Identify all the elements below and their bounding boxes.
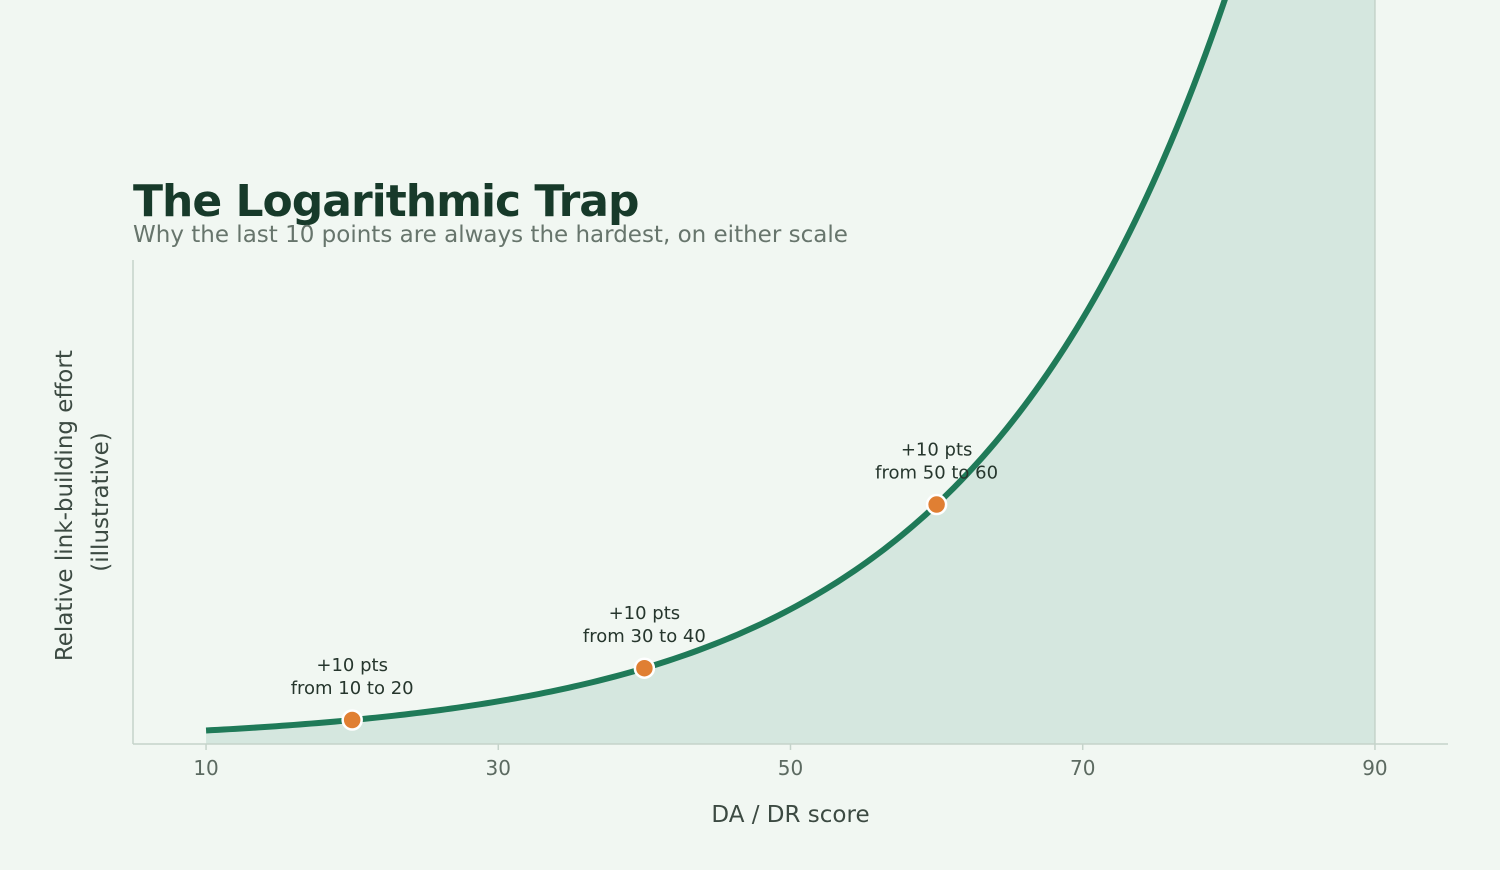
- chart-title: The Logarithmic Trap: [133, 176, 639, 227]
- curve-area-fill: [206, 0, 1375, 744]
- effort-curve-line: [205, 0, 1228, 734]
- highlight-point: [341, 709, 363, 731]
- y-axis-title: Relative link-building effort (illustrat…: [52, 343, 114, 661]
- chart-subtitle: Why the last 10 points are always the ha…: [133, 222, 848, 248]
- x-tick-label: 50: [778, 756, 803, 780]
- highlight-point: [633, 657, 656, 679]
- x-axis-title: DA / DR score: [711, 802, 869, 828]
- highlight-label-line-2: from 50 to 60: [875, 463, 998, 484]
- highlight-label-line-2: from 30 to 40: [583, 626, 706, 647]
- x-tick-label: 30: [486, 756, 511, 780]
- highlight-label-line-1: +10 pts: [609, 603, 681, 624]
- highlight-label-line-1: +10 pts: [316, 655, 388, 676]
- highlight-point: [925, 493, 948, 516]
- x-tick-label: 90: [1362, 756, 1387, 780]
- x-tick-label: 10: [193, 756, 218, 780]
- y-axis-title-line-1: Relative link-building effort: [52, 350, 78, 661]
- x-tick-label: 70: [1070, 756, 1095, 780]
- highlight-label-line-2: from 10 to 20: [291, 678, 414, 699]
- highlight-label-line-1: +10 pts: [901, 440, 973, 461]
- y-axis-title-line-2: (illustrative): [88, 432, 114, 571]
- x-axis-ticks: 10 30 50 70 90: [193, 744, 1388, 780]
